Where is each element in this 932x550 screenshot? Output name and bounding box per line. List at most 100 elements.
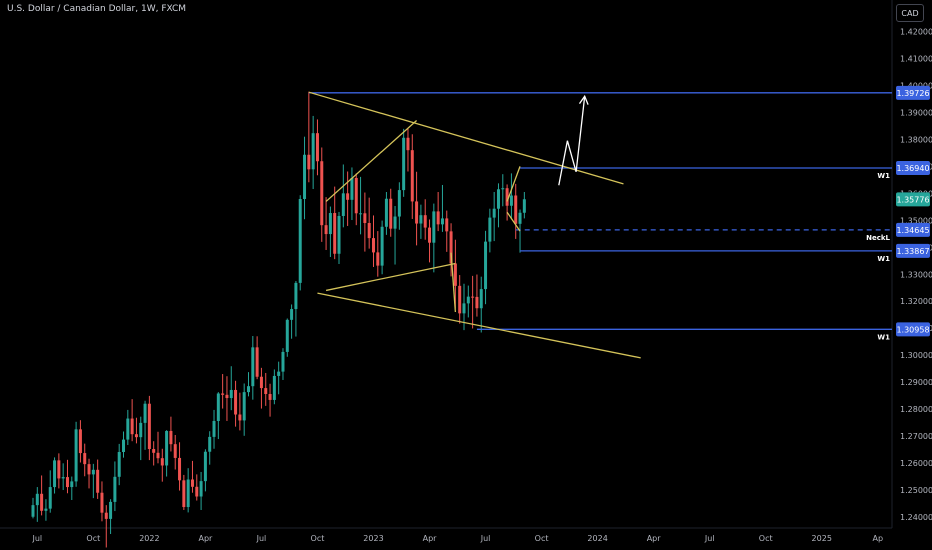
candle-body bbox=[346, 193, 350, 200]
candle-body bbox=[122, 439, 126, 452]
price-level-label-bg bbox=[896, 243, 930, 258]
candle-body bbox=[238, 414, 242, 421]
candle-body bbox=[522, 199, 526, 213]
price-axis[interactable]: 1.420001.410001.400001.390001.380001.370… bbox=[900, 28, 932, 523]
candle-body bbox=[78, 429, 82, 454]
candle-body bbox=[453, 263, 457, 286]
price-tick-label: 1.29000 bbox=[900, 378, 932, 387]
candle-body bbox=[91, 469, 95, 475]
time-tick-label: Oct bbox=[86, 534, 100, 543]
price-level-label: 1.34645 bbox=[896, 226, 929, 235]
candle-body bbox=[31, 505, 35, 517]
candle-body bbox=[169, 430, 173, 445]
time-tick-label: 2025 bbox=[812, 534, 832, 543]
candle-body bbox=[436, 211, 440, 225]
candle-body bbox=[100, 492, 104, 513]
candle-body bbox=[376, 252, 380, 266]
candle-body bbox=[501, 188, 505, 190]
price-tick-label: 1.39000 bbox=[900, 108, 932, 117]
candle-body bbox=[70, 481, 74, 488]
time-tick-label: Jul bbox=[256, 534, 267, 543]
trend-line bbox=[450, 252, 457, 313]
candle-body bbox=[96, 469, 100, 493]
trend-line bbox=[325, 120, 418, 202]
time-axis[interactable]: Jul Oct 2022 Apr Jul Oct 2023 Apr Jul Oct 2024 Apr J… bbox=[31, 534, 883, 543]
candle-body bbox=[259, 376, 263, 389]
candle-body bbox=[488, 217, 492, 242]
projection-group bbox=[558, 94, 589, 186]
candle-body bbox=[48, 487, 52, 509]
time-tick-label: Jul bbox=[31, 534, 42, 543]
candle-body bbox=[367, 223, 371, 239]
candle-body bbox=[496, 189, 500, 209]
candle-body bbox=[255, 347, 259, 377]
price-level-label: 1.33867 bbox=[896, 247, 929, 256]
candle-body bbox=[61, 477, 65, 479]
candle-body bbox=[247, 386, 250, 393]
level-note: W1 bbox=[877, 333, 890, 341]
candle-body bbox=[229, 389, 233, 399]
trend-line bbox=[506, 166, 521, 202]
candle-body bbox=[186, 479, 190, 508]
candle-body bbox=[268, 394, 272, 400]
candle-body bbox=[320, 161, 324, 226]
candle-body bbox=[462, 303, 466, 314]
candle-body bbox=[160, 458, 164, 466]
price-tick-label: 1.33000 bbox=[900, 270, 932, 279]
level-note: NeckL bbox=[866, 234, 890, 242]
current-price-label: 1.35776 bbox=[896, 195, 929, 204]
candle-body bbox=[402, 137, 406, 191]
price-tick-label: 1.38000 bbox=[900, 135, 932, 144]
candle-body bbox=[182, 480, 186, 508]
candle-body bbox=[251, 347, 255, 387]
candle-body bbox=[509, 195, 513, 206]
price-level-label: 1.30958 bbox=[896, 325, 929, 334]
candle-body bbox=[333, 213, 337, 254]
price-level-label-bg bbox=[896, 322, 930, 337]
price-tick-label: 1.35000 bbox=[900, 216, 932, 225]
candle-body bbox=[428, 227, 432, 243]
time-tick-label: Jul bbox=[704, 534, 715, 543]
projection-path bbox=[558, 96, 586, 186]
candle-body bbox=[290, 309, 294, 320]
candle-body bbox=[117, 451, 121, 477]
candle-body bbox=[281, 351, 285, 372]
price-tick-label: 1.30000 bbox=[900, 351, 932, 360]
price-level-label-bg bbox=[896, 85, 930, 100]
candle-body bbox=[285, 319, 289, 352]
candle-body bbox=[380, 226, 384, 266]
candle-body bbox=[389, 198, 393, 229]
candle-body bbox=[57, 460, 61, 479]
candle-body bbox=[147, 403, 151, 450]
candle-body bbox=[53, 460, 57, 488]
candle-body bbox=[307, 154, 311, 170]
price-level-label-bg bbox=[896, 222, 930, 237]
candle-body bbox=[109, 501, 113, 519]
time-tick-label: Apr bbox=[647, 534, 662, 543]
candle-body bbox=[384, 198, 388, 227]
candle-body bbox=[354, 177, 358, 214]
candle-body bbox=[74, 429, 78, 482]
level-note: W1 bbox=[877, 255, 890, 263]
candle-body bbox=[406, 137, 410, 151]
candle-body bbox=[315, 133, 319, 162]
price-levels-group: W1 NeckL W1 W1 bbox=[308, 92, 892, 341]
candle-body bbox=[139, 422, 143, 438]
time-tick-label: Jul bbox=[480, 534, 491, 543]
candle-body bbox=[216, 393, 220, 421]
candle-body bbox=[40, 493, 44, 511]
candle-body bbox=[410, 150, 414, 202]
price-tick-label: 1.26000 bbox=[900, 459, 932, 468]
price-tick-label: 1.25000 bbox=[900, 486, 932, 495]
candle-body bbox=[173, 444, 177, 458]
time-tick-label: Apr bbox=[423, 534, 438, 543]
candle-body bbox=[518, 212, 522, 224]
price-tick-label: 1.28000 bbox=[900, 405, 932, 414]
price-tick-label: 1.41000 bbox=[900, 54, 932, 63]
currency-button[interactable]: CAD bbox=[896, 4, 924, 22]
candle-body bbox=[234, 389, 238, 415]
candle-body bbox=[294, 282, 298, 310]
time-tick-label: Ap bbox=[872, 534, 883, 543]
time-tick-label: 2022 bbox=[139, 534, 159, 543]
